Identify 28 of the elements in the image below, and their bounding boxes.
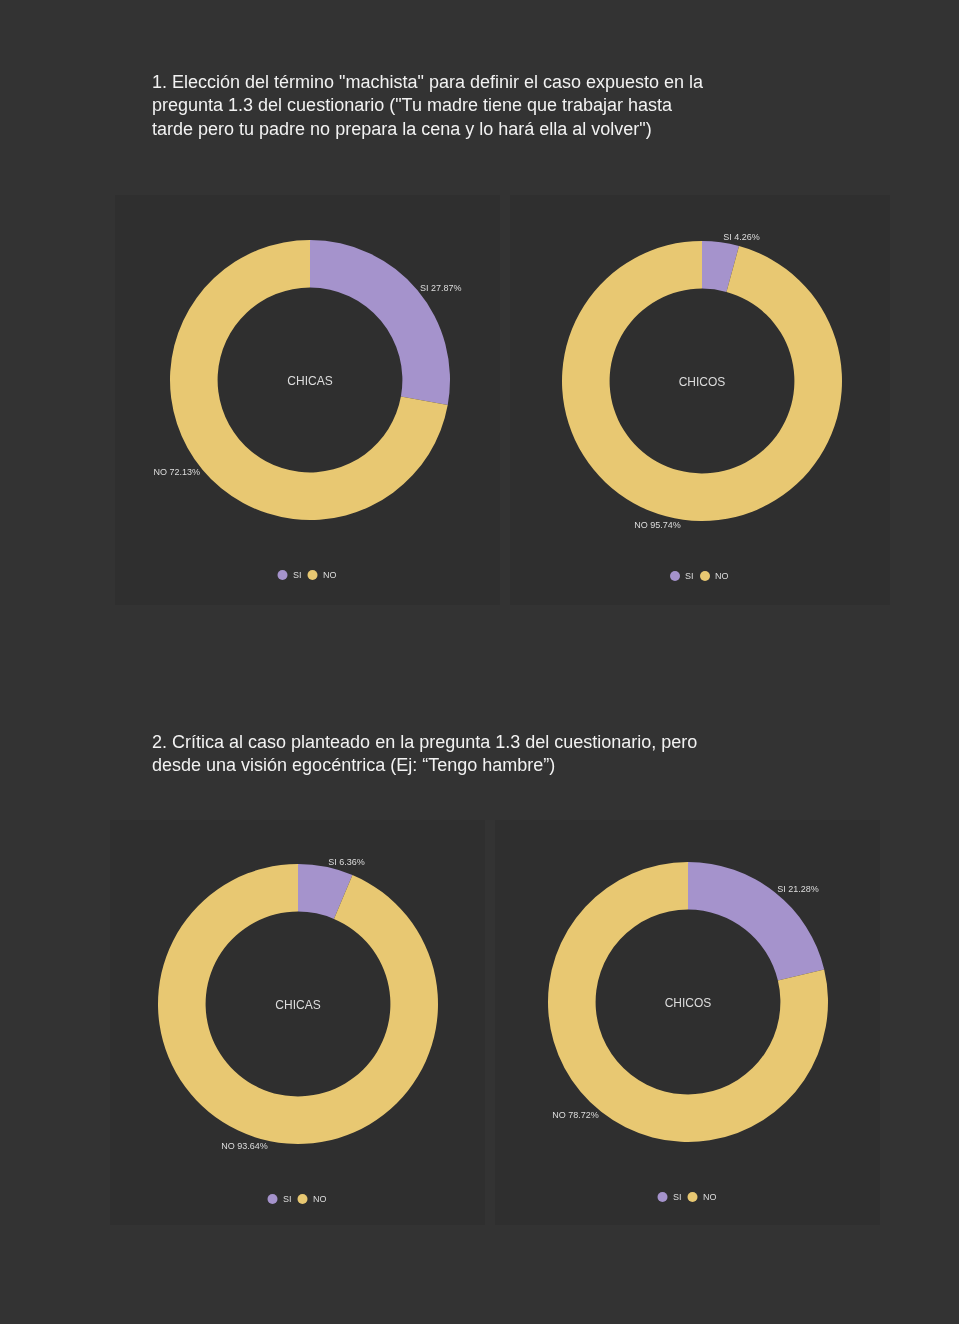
data-label: SI 4.26% xyxy=(723,232,760,243)
donut-slice xyxy=(548,862,828,1142)
text: CHICAS xyxy=(287,374,333,388)
text: 1. Elección del término "machista" para definir el caso expuesto en la pregunta 1.3 del cuestionario ("Tu madre tiene que trabajar hasta tarde pero tu padre no prepara la cena y lo hará ella al volver") xyxy=(152,72,705,139)
legend-label: NO xyxy=(715,571,729,581)
data-label: NO 93.64% xyxy=(221,1141,268,1152)
text: CHICOS xyxy=(678,375,726,389)
legend-label: SI xyxy=(293,570,302,580)
donut-slice xyxy=(158,864,438,1144)
legend-label: SI xyxy=(685,571,694,581)
donut-slice xyxy=(298,864,353,919)
data-label: NO 95.74% xyxy=(634,519,681,530)
data-label: SI 21.28% xyxy=(777,884,819,895)
legend-label: SI xyxy=(673,1192,682,1202)
data-label: NO 72.13% xyxy=(153,466,200,477)
donut-slice xyxy=(562,241,842,521)
donut-slice xyxy=(702,241,740,292)
data-label: SI 27.87% xyxy=(420,283,462,294)
legend-label: SI xyxy=(283,1194,292,1204)
text: CHICOS xyxy=(664,996,712,1010)
legend-label: NO xyxy=(313,1194,327,1204)
text: CHICAS xyxy=(275,998,321,1012)
donut-slice xyxy=(688,862,825,981)
legend-label: NO xyxy=(703,1192,717,1202)
text: 2. Crítica al caso planteado en la pregunta 1.3 del cuestionario, pero desde una visión egocéntrica (Ej: “Tengo hambre”) xyxy=(152,732,698,776)
legend-label: NO xyxy=(323,570,337,580)
data-label: SI 6.36% xyxy=(328,856,365,867)
data-label: NO 78.72% xyxy=(552,1109,599,1120)
